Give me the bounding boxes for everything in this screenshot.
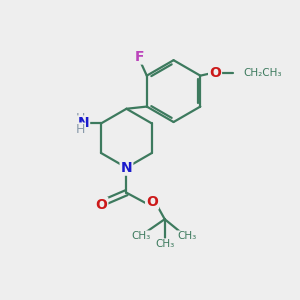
Text: H: H: [76, 124, 85, 136]
Text: CH₃: CH₃: [155, 239, 174, 249]
Text: H: H: [76, 112, 85, 125]
Text: CH₃: CH₃: [177, 231, 196, 241]
Text: O: O: [209, 66, 221, 80]
Text: F: F: [135, 50, 144, 64]
Text: O: O: [146, 194, 158, 208]
Text: N: N: [121, 161, 132, 175]
Text: CH₂CH₃: CH₂CH₃: [243, 68, 281, 78]
Text: CH₃: CH₃: [131, 231, 150, 241]
Text: N: N: [77, 116, 89, 130]
Text: O: O: [95, 198, 107, 212]
